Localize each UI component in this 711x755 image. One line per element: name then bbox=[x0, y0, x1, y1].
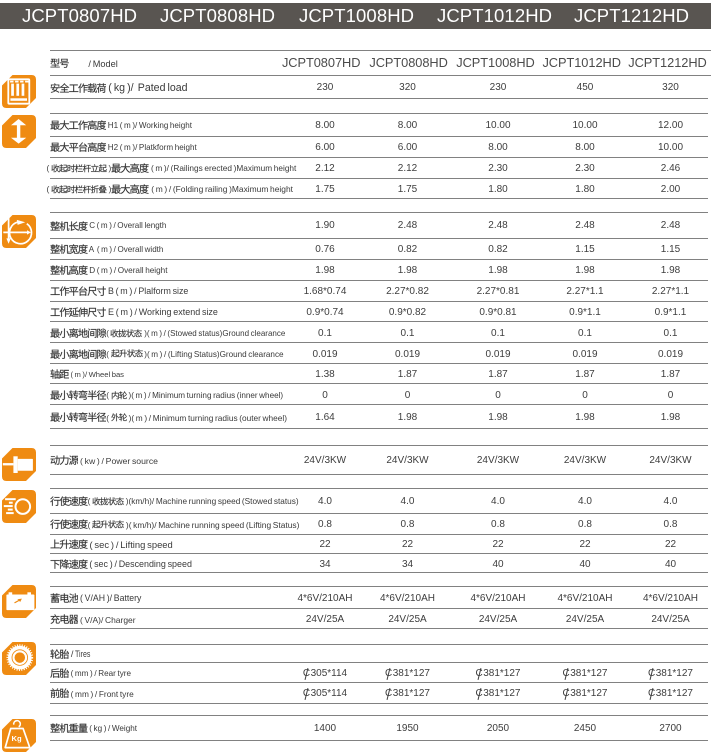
svg-text:Kg: Kg bbox=[12, 734, 22, 743]
